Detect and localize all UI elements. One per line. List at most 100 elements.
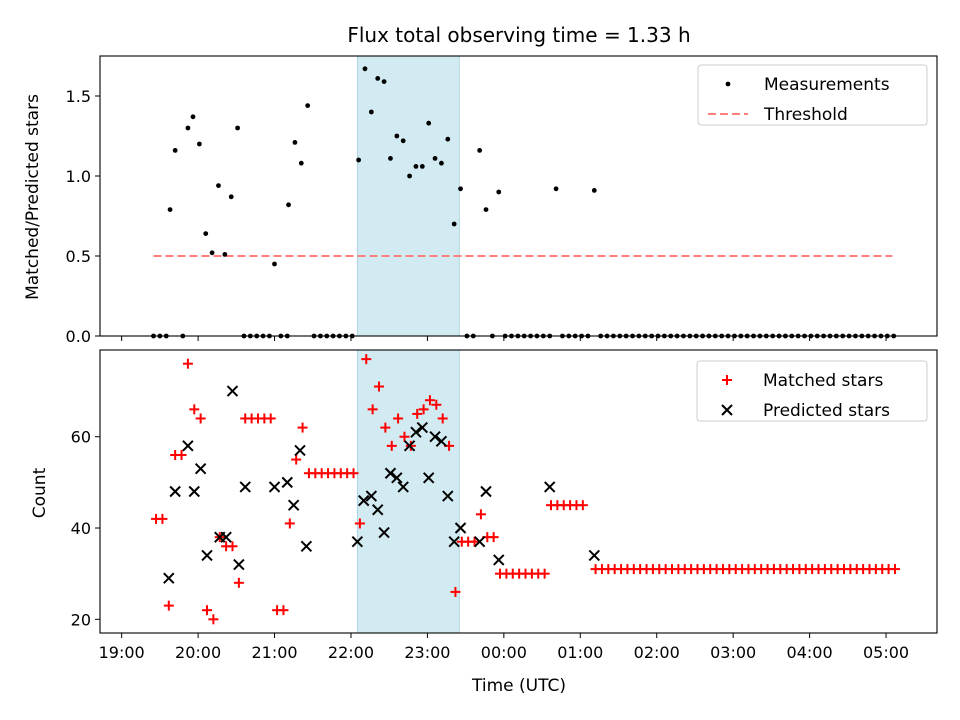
matched-stars-point bbox=[182, 358, 193, 369]
predicted-stars-point bbox=[351, 536, 364, 548]
matched-stars-point bbox=[189, 404, 200, 415]
x-tick-label: 00:00 bbox=[481, 643, 527, 662]
measurements-point bbox=[272, 261, 277, 267]
measurements-point bbox=[190, 114, 196, 120]
matched-stars-point bbox=[393, 413, 404, 424]
measurements-point bbox=[172, 148, 178, 153]
predicted-stars-point bbox=[220, 531, 232, 543]
matched-stars-point bbox=[195, 413, 206, 424]
legend-box bbox=[697, 64, 928, 126]
y-tick-label: 0.5 bbox=[66, 247, 91, 266]
matched-stars-point bbox=[577, 500, 588, 511]
measurements-point bbox=[305, 103, 311, 108]
matched-stars-point bbox=[157, 513, 168, 524]
predicted-stars-point bbox=[226, 385, 239, 397]
measurements-point bbox=[381, 79, 387, 84]
legend-predicted-stars-swatch bbox=[721, 404, 733, 416]
bottom-panel: 20 40 60 19:00 20:00 21:00 22:00 23:00 00:00 01:0… bbox=[71, 349, 938, 662]
predicted-stars-point bbox=[397, 481, 409, 493]
y-tick-label: 60 bbox=[71, 428, 91, 447]
matched-stars-point bbox=[348, 468, 359, 479]
measurements-point bbox=[222, 252, 228, 257]
measurements-point bbox=[375, 76, 381, 81]
matched-stars-point bbox=[889, 564, 900, 575]
predicted-stars-point bbox=[416, 421, 429, 434]
predicted-stars-point bbox=[422, 472, 435, 484]
predicted-stars-point bbox=[365, 490, 378, 502]
measurements-point bbox=[167, 207, 173, 213]
predicted-stars-point bbox=[281, 476, 293, 489]
predicted-stars-point bbox=[194, 462, 207, 475]
matched-stars-point bbox=[354, 518, 365, 529]
matched-stars-point bbox=[424, 395, 435, 406]
matched-stars-point bbox=[163, 600, 174, 611]
predicted-stars-point bbox=[287, 499, 300, 511]
legend-measurements-swatch bbox=[725, 81, 731, 87]
matched-stars-point bbox=[450, 586, 461, 597]
predicted-stars-point bbox=[268, 481, 281, 493]
measurements-point bbox=[419, 164, 425, 169]
top-y-axis-label: Matched/Predicted stars bbox=[23, 94, 43, 300]
predicted-stars-point bbox=[358, 494, 370, 507]
predicted-stars-point bbox=[163, 572, 175, 584]
x-tick-label: 21:00 bbox=[251, 643, 297, 662]
predicted-stars-point bbox=[294, 444, 306, 457]
measurements-point bbox=[394, 133, 400, 139]
matched-stars-point bbox=[488, 532, 499, 543]
y-tick-label: 1.0 bbox=[66, 167, 91, 186]
axes-frame bbox=[99, 349, 938, 634]
highlight-span bbox=[356, 55, 460, 337]
predicted-stars-point bbox=[201, 549, 213, 562]
measurements-point bbox=[432, 156, 438, 161]
measurements-point bbox=[235, 125, 240, 131]
matched-stars-point bbox=[539, 568, 550, 579]
predicted-stars-point bbox=[588, 549, 601, 562]
measurements-point bbox=[407, 173, 412, 179]
x-tick-label: 04:00 bbox=[787, 643, 833, 662]
x-tick-label: 05:00 bbox=[863, 643, 909, 662]
figure-title: Flux total observing time = 1.33 h bbox=[347, 23, 690, 47]
measurements-point bbox=[388, 156, 393, 161]
measurements-point bbox=[368, 109, 374, 115]
measurements-point bbox=[216, 183, 221, 189]
matched-stars-point bbox=[208, 614, 219, 625]
matched-stars-point bbox=[291, 454, 302, 465]
matched-stars-point bbox=[418, 404, 429, 415]
predicted-stars-point bbox=[300, 540, 313, 552]
measurements-point bbox=[362, 66, 368, 72]
measurements-point bbox=[356, 157, 362, 163]
y-tick-label: 0.0 bbox=[66, 327, 91, 346]
x-tick-label: 20:00 bbox=[175, 643, 221, 662]
predicted-stars-point bbox=[403, 440, 416, 452]
matched-stars-point bbox=[297, 422, 308, 433]
x-tick-label: 01:00 bbox=[557, 643, 603, 662]
legend-box bbox=[696, 360, 928, 422]
matched-stars-point bbox=[284, 518, 295, 529]
measurements-point bbox=[445, 136, 451, 142]
matched-stars-point bbox=[202, 605, 213, 616]
predicted-stars-point bbox=[372, 504, 384, 516]
predicted-stars-point bbox=[239, 481, 251, 493]
predicted-stars-point bbox=[480, 485, 492, 498]
measurements-point bbox=[439, 160, 444, 166]
measurements-point bbox=[451, 221, 457, 227]
matched-stars-point bbox=[361, 354, 372, 365]
measurements-point bbox=[483, 207, 489, 213]
measurements-point bbox=[286, 202, 291, 208]
predicted-stars-point bbox=[454, 522, 467, 534]
measurements-point bbox=[591, 188, 597, 193]
matched-stars-point bbox=[367, 404, 378, 415]
measurements-point bbox=[228, 194, 234, 200]
x-tick-label: 19:00 bbox=[99, 643, 145, 662]
y-tick-label: 40 bbox=[71, 519, 91, 538]
x-tick-label: 02:00 bbox=[634, 643, 680, 662]
matched-stars-point bbox=[412, 408, 423, 419]
top-panel: 0.0 0.5 1.0 1.5 Measurements Threshold bbox=[66, 55, 938, 346]
measurements-point bbox=[196, 141, 202, 147]
measurements-point bbox=[553, 186, 559, 192]
legend-matched-stars-label: Matched stars bbox=[763, 371, 883, 391]
measurements-point bbox=[458, 186, 463, 192]
legend: Measurements Threshold bbox=[697, 64, 928, 126]
predicted-stars-point bbox=[391, 472, 403, 484]
